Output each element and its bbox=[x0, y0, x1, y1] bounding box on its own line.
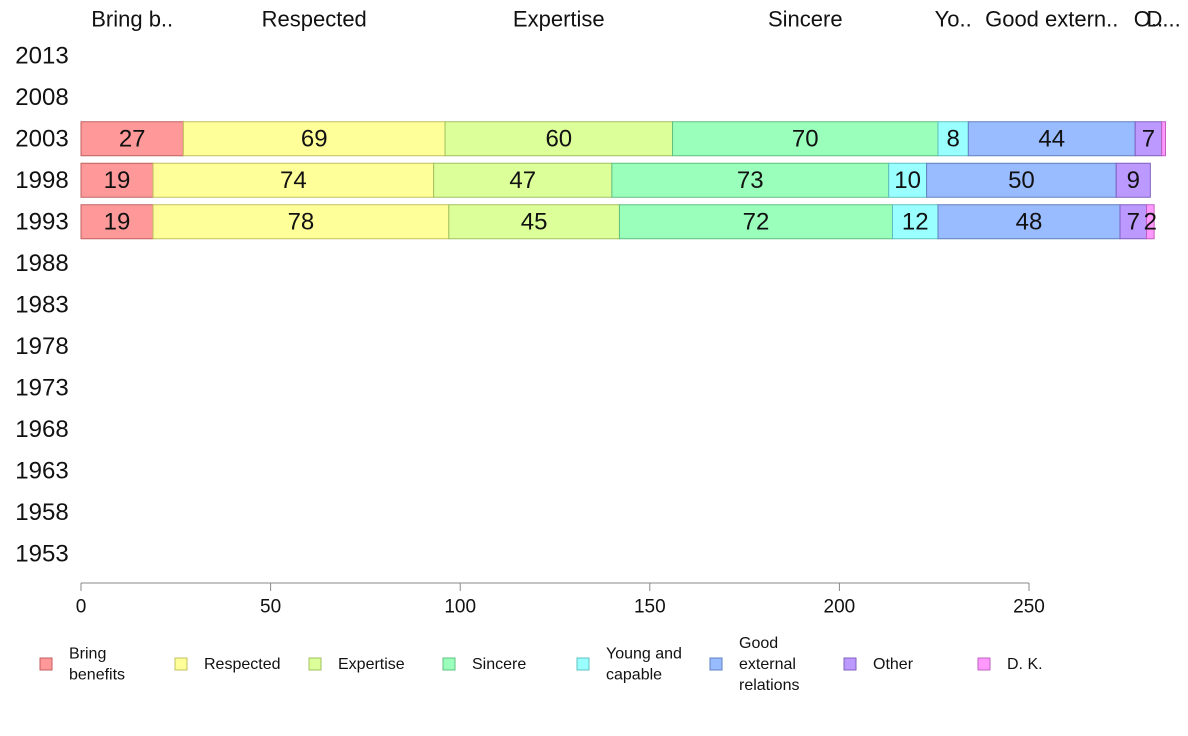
data-label: 70 bbox=[792, 125, 819, 152]
column-header: Good extern.. bbox=[985, 7, 1118, 32]
bar-segment bbox=[618, 204, 893, 240]
data-label: 7 bbox=[1142, 125, 1155, 152]
y-tick-label: 1983 bbox=[15, 291, 68, 318]
legend-label: Respected bbox=[204, 656, 281, 673]
data-label: 19 bbox=[104, 167, 131, 194]
column-header: Sincere bbox=[768, 7, 843, 32]
bar-segment bbox=[152, 162, 435, 198]
data-label: 7 bbox=[1127, 208, 1140, 235]
column-header: Expertise bbox=[513, 7, 605, 32]
legend-label: Other bbox=[873, 656, 914, 673]
bar-segment bbox=[1115, 162, 1151, 198]
data-label: 72 bbox=[743, 208, 770, 235]
legend-label: Expertise bbox=[338, 656, 405, 673]
bars: 27 69 60 70 8 44 719 74 47 73 10 50 919 78 45 72 12 48 7 2 bbox=[80, 121, 1167, 240]
y-tick-label: 1953 bbox=[15, 540, 68, 567]
column-header: D... bbox=[1146, 7, 1180, 32]
bar-segment bbox=[152, 204, 450, 240]
bar-segment bbox=[937, 121, 969, 157]
x-tick-label: 0 bbox=[76, 597, 87, 618]
legend-label: Good external relations bbox=[739, 635, 799, 694]
legend-swatch bbox=[576, 657, 590, 671]
legend: Bring benefits Respected Expertise Sincere Yo… bbox=[39, 635, 1043, 694]
legend-swatch bbox=[442, 657, 456, 671]
bar-segment bbox=[672, 121, 939, 157]
data-label: 73 bbox=[737, 167, 764, 194]
data-label: 60 bbox=[545, 125, 572, 152]
data-label: 45 bbox=[521, 208, 548, 235]
data-label: 27 bbox=[119, 125, 146, 152]
x-tick-label: 150 bbox=[634, 597, 666, 618]
y-tick-label: 1963 bbox=[15, 457, 68, 484]
column-header: Respected bbox=[262, 7, 367, 32]
column-headers: Bring b.. Respected Expertise Sincere Yo.. Go… bbox=[91, 7, 1181, 32]
bar-segment bbox=[1119, 204, 1148, 240]
y-tick-label: 2008 bbox=[15, 84, 68, 111]
data-label: 44 bbox=[1038, 125, 1065, 152]
x-tick-label: 200 bbox=[824, 597, 856, 618]
x-tick-label: 50 bbox=[260, 597, 281, 618]
data-label: 50 bbox=[1008, 167, 1035, 194]
legend-label: Sincere bbox=[472, 656, 526, 673]
legend-swatch bbox=[977, 657, 991, 671]
data-label: 12 bbox=[902, 208, 929, 235]
bar-segment bbox=[433, 162, 613, 198]
data-label: 9 bbox=[1127, 167, 1140, 194]
y-tick-label: 1958 bbox=[15, 499, 68, 526]
legend-swatch bbox=[39, 657, 53, 671]
data-label: 10 bbox=[894, 167, 921, 194]
y-tick-label: 1968 bbox=[15, 416, 68, 443]
legend-swatch bbox=[308, 657, 322, 671]
data-label: 47 bbox=[509, 167, 536, 194]
bar-segment bbox=[891, 204, 939, 240]
column-header: Bring b.. bbox=[91, 7, 173, 32]
bar-segment bbox=[448, 204, 620, 240]
data-label: 69 bbox=[301, 125, 328, 152]
data-label: 19 bbox=[104, 208, 131, 235]
x-tick-label: 100 bbox=[444, 597, 476, 618]
legend-label: D. K. bbox=[1007, 656, 1043, 673]
bar-segment bbox=[888, 162, 928, 198]
bar-segment bbox=[182, 121, 446, 157]
legend-label: Young and capable bbox=[606, 645, 682, 683]
x-axis: 0 50 100 150 200 250 bbox=[76, 582, 1045, 618]
y-tick-label: 1978 bbox=[15, 333, 68, 360]
data-label: 8 bbox=[946, 125, 959, 152]
legend-swatch bbox=[709, 657, 723, 671]
legend-swatch bbox=[843, 657, 857, 671]
y-tick-label: 1988 bbox=[15, 250, 68, 277]
bar-segment bbox=[611, 162, 890, 198]
bar-segment bbox=[80, 121, 184, 157]
column-header: O.. bbox=[1134, 7, 1163, 32]
data-label: 78 bbox=[288, 208, 315, 235]
bar-segment bbox=[80, 204, 154, 240]
bar-segment bbox=[967, 121, 1136, 157]
bar-segment bbox=[444, 121, 674, 157]
column-header: Yo.. bbox=[935, 7, 972, 32]
bar-segment bbox=[1161, 121, 1167, 157]
legend-label: Bring benefits bbox=[69, 645, 125, 683]
bar-segment bbox=[926, 162, 1117, 198]
bar-segment bbox=[1146, 204, 1155, 240]
data-label: 74 bbox=[280, 167, 307, 194]
x-tick-label: 250 bbox=[1013, 597, 1045, 618]
y-tick-label: 2013 bbox=[15, 42, 68, 69]
y-tick-label: 1998 bbox=[15, 167, 68, 194]
data-label: 48 bbox=[1016, 208, 1043, 235]
bar-segment bbox=[80, 162, 154, 198]
y-tick-label: 1973 bbox=[15, 374, 68, 401]
legend-swatch bbox=[174, 657, 188, 671]
y-tick-label: 1993 bbox=[15, 208, 68, 235]
data-label: 2 bbox=[1144, 208, 1157, 235]
y-tick-label: 2003 bbox=[15, 125, 68, 152]
y-axis-labels: 2013 2008 2003 1998 1993 1988 1983 1978 1973 1968… bbox=[15, 42, 68, 567]
